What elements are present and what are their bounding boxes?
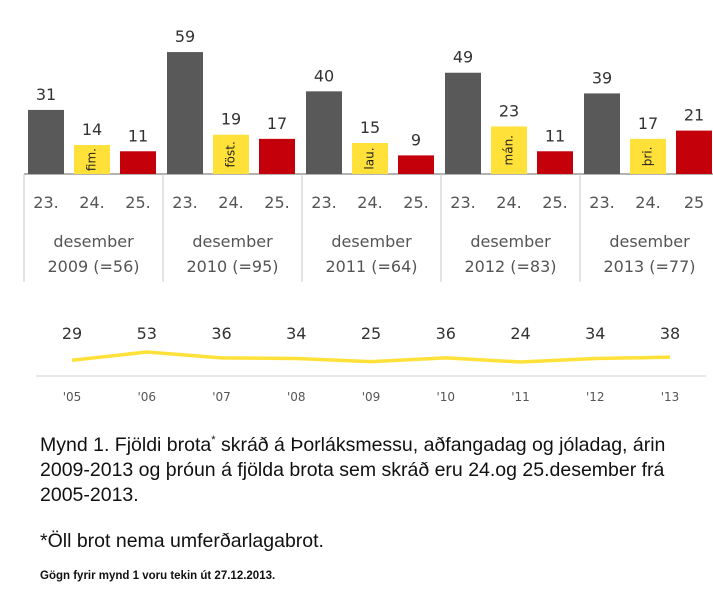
bar xyxy=(28,109,64,174)
bar xyxy=(213,134,249,174)
bar xyxy=(584,93,620,174)
group-label-month: desember xyxy=(53,232,134,251)
bar xyxy=(491,126,527,174)
weekday-label: föst. xyxy=(224,141,238,167)
line-chart: 29 53 36 34 25 36 24 34 38 '05 '06 '07 '08 '09 '10 '11 '… xyxy=(36,324,706,404)
day-tick-label: 25. xyxy=(264,193,289,212)
bar-value-label: 40 xyxy=(314,66,334,85)
day-tick-label: 25. xyxy=(542,193,567,212)
bar xyxy=(259,138,295,174)
bar xyxy=(630,138,666,174)
line-value-label: 53 xyxy=(137,324,157,343)
bar xyxy=(120,151,156,174)
bar xyxy=(74,145,110,174)
day-tick-label: 24. xyxy=(496,193,521,212)
bar-value-label: 31 xyxy=(36,85,56,104)
caption-text-2: skráð á Þorláksmessu, aðfangadag og jóla… xyxy=(40,434,666,506)
group-label-month: desember xyxy=(470,232,551,251)
bar-value-label: 59 xyxy=(175,27,195,46)
day-tick-label: 24. xyxy=(79,193,104,212)
weekday-label: fim. xyxy=(85,148,99,171)
bar-chart: 31 23. 14 fim. 24. 11 25. desember 2009 (=56) 59 2… xyxy=(23,27,713,282)
bar xyxy=(352,143,388,174)
day-tick-label: 24. xyxy=(635,193,660,212)
group-label-year: 2010 (=95) xyxy=(186,257,278,276)
caption-star: * xyxy=(211,434,216,446)
figure-caption: Mynd 1. Fjöldi brota* skráð á Þorláksmes… xyxy=(40,428,710,508)
year-tick-label: '10 xyxy=(436,390,455,404)
trend-line xyxy=(71,350,671,364)
year-tick-label: '07 xyxy=(212,390,231,404)
year-tick-label: '12 xyxy=(586,390,605,404)
bar xyxy=(306,91,342,174)
bar-value-label: 21 xyxy=(684,106,704,125)
bar xyxy=(445,72,481,174)
line-value-label: 25 xyxy=(361,324,381,343)
bar-value-label: 49 xyxy=(453,48,473,67)
bar-value-label: 14 xyxy=(82,120,102,139)
bar xyxy=(167,52,203,174)
bar xyxy=(537,151,573,174)
bar-value-label: 17 xyxy=(267,114,287,133)
line-value-label: 38 xyxy=(660,324,680,343)
day-tick-label: 23. xyxy=(33,193,58,212)
weekday-label: mán. xyxy=(502,135,516,165)
bar-value-label: 11 xyxy=(128,126,148,145)
day-tick-label: 23. xyxy=(589,193,614,212)
bar xyxy=(398,155,434,174)
group-label-year: 2012 (=83) xyxy=(464,257,556,276)
line-value-label: 24 xyxy=(510,324,530,343)
bar-value-label: 9 xyxy=(411,130,421,149)
weekday-label: þri. xyxy=(641,147,655,167)
bar-value-label: 39 xyxy=(592,68,612,87)
line-value-label: 34 xyxy=(585,324,605,343)
year-tick-label: '11 xyxy=(511,390,530,404)
day-tick-label: 25. xyxy=(403,193,428,212)
source-note: Gögn fyrir mynd 1 voru tekin út 27.12.20… xyxy=(40,570,276,582)
group-label-year: 2009 (=56) xyxy=(47,257,139,276)
bar-value-label: 15 xyxy=(360,118,380,137)
group-label-year: 2013 (=77) xyxy=(603,257,695,276)
footnote: *Öll brot nema umferðarlagabrot. xyxy=(40,530,324,552)
bar xyxy=(676,130,712,174)
day-tick-label: 23. xyxy=(311,193,336,212)
group-label-month: desember xyxy=(331,232,412,251)
day-tick-label: 24. xyxy=(357,193,382,212)
bar-value-label: 11 xyxy=(545,126,565,145)
line-value-label: 36 xyxy=(436,324,456,343)
year-tick-label: '09 xyxy=(362,390,381,404)
bar-value-label: 19 xyxy=(221,110,241,129)
caption-text-1: Mynd 1. Fjöldi brota xyxy=(40,434,212,456)
group-label-year: 2011 (=64) xyxy=(325,257,417,276)
day-tick-label: 24. xyxy=(218,193,243,212)
bar-value-label: 17 xyxy=(638,114,658,133)
year-tick-label: '08 xyxy=(287,390,306,404)
weekday-label: lau. xyxy=(363,147,377,169)
group-label-month: desember xyxy=(192,232,273,251)
day-tick-label: 25. xyxy=(125,193,150,212)
day-tick-label: 23. xyxy=(172,193,197,212)
bar-value-label: 23 xyxy=(499,101,519,120)
year-tick-label: '06 xyxy=(137,390,156,404)
year-tick-label: '13 xyxy=(661,390,680,404)
year-tick-label: '05 xyxy=(63,390,82,404)
line-value-label: 36 xyxy=(211,324,231,343)
line-value-label: 34 xyxy=(286,324,306,343)
line-value-label: 29 xyxy=(62,324,82,343)
day-tick-label: 23. xyxy=(450,193,475,212)
day-tick-label: 25 xyxy=(684,193,704,212)
group-label-month: desember xyxy=(609,232,690,251)
